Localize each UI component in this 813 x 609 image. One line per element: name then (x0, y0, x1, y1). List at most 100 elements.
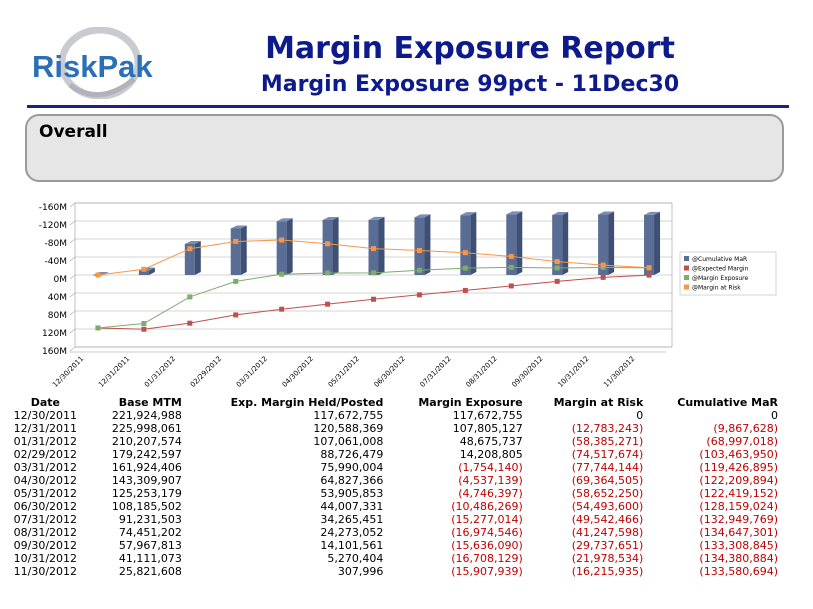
expected-margin-point (646, 272, 652, 278)
table-cell: (77,744,144) (571, 461, 644, 474)
margin-at-risk-point (95, 272, 101, 278)
margin-at-risk-point (187, 246, 193, 252)
table-cell: 120,588,369 (313, 422, 384, 435)
table-cell: 117,672,755 (313, 409, 384, 422)
margin-exposure-point (325, 270, 331, 276)
cumulative-mar-bar (368, 216, 385, 275)
x-tick-label: 10/31/2012 (556, 355, 590, 389)
table-row: 06/30/2012 108,185,502 44,007,331 (10,486,2… (2, 500, 780, 513)
x-tick-label: 01/31/2012 (143, 355, 177, 389)
x-tick-label: 09/30/2012 (510, 355, 544, 389)
table-cell: 25,821,608 (118, 565, 182, 578)
cumulative-mar-bars (92, 211, 661, 276)
table-cell: 108,185,502 (111, 500, 182, 513)
y-tick-label: 160M (42, 347, 67, 357)
bar-front (506, 214, 517, 275)
gridline-depth (69, 202, 76, 208)
table-row: 03/31/2012 161,924,406 75,990,004 (1,754,14… (2, 461, 780, 474)
column-header: Base MTM (118, 396, 182, 409)
table-cell: 307,996 (337, 565, 384, 578)
margin-exposure-point (508, 264, 514, 270)
table-cell: 0 (636, 409, 644, 422)
bar-front (598, 214, 609, 275)
table-cell: (74,517,674) (571, 448, 644, 461)
table-cell: 08/31/2012 (13, 526, 78, 539)
table-row: 09/30/2012 57,967,813 14,101,561 (15,636,09… (2, 539, 780, 552)
bar-side (286, 218, 293, 275)
expected-margin-point (462, 287, 468, 293)
bar-side (194, 240, 201, 275)
table-cell: (15,277,014) (451, 513, 523, 526)
expected-margin-point (325, 301, 331, 307)
margin-exposure-point (371, 270, 376, 276)
table-cell: 88,726,479 (320, 448, 384, 461)
table-cell: 41,111,073 (118, 552, 182, 565)
margin-exposure-point (95, 325, 101, 331)
margin-exposure-point (554, 265, 560, 271)
table-cell: 5,270,404 (327, 552, 384, 565)
margin-exposure-point (141, 321, 147, 327)
margin-exposure-point (233, 278, 239, 284)
table-cell: (21,978,534) (571, 552, 644, 565)
y-tick-label: -120M (39, 221, 67, 231)
bar-front (460, 215, 471, 275)
bar-front (230, 228, 241, 275)
column-header: Cumulative MaR (677, 396, 778, 409)
table-cell: 02/29/2012 (13, 448, 78, 461)
margin-at-risk-point (508, 253, 514, 259)
legend-box (679, 251, 777, 296)
table-row: 10/31/2012 41,111,073 5,270,404 (16,708,129… (2, 552, 780, 565)
margin-at-risk-point (233, 238, 239, 244)
table-row: 02/29/2012 179,242,597 88,726,479 14,208,80… (2, 448, 780, 461)
bar-top (506, 211, 523, 215)
bar-side (148, 267, 155, 275)
table-cell: 143,309,907 (111, 474, 182, 487)
table-cell: 06/30/2012 (13, 500, 78, 513)
legend-label: @Margin Exposure (692, 275, 748, 282)
table-cell: (16,974,546) (451, 526, 523, 539)
table-cell: (41,247,598) (571, 526, 644, 539)
gridline-depth (69, 328, 76, 334)
gridline-depth (69, 256, 76, 262)
bar-side (654, 211, 661, 275)
margin-at-risk-point (371, 246, 376, 252)
column-header: Margin at Risk (553, 396, 644, 409)
margin-at-risk-point (279, 237, 285, 243)
table-cell: 125,253,179 (111, 487, 182, 500)
margin-at-risk-point (141, 266, 147, 272)
bar-top (368, 216, 385, 220)
y-tick-label: 40M (48, 293, 67, 303)
table-cell: 0 (771, 409, 778, 422)
table-cell: 225,998,061 (111, 422, 182, 435)
table-cell: 179,242,597 (111, 448, 182, 461)
expected-margin-point (187, 320, 193, 326)
table-header-row: Date Base MTM Exp. Margin Held/Posted Margi… (2, 396, 780, 409)
table-cell: (49,542,466) (571, 513, 644, 526)
table-cell: (103,463,950) (699, 448, 778, 461)
table-cell: 210,207,574 (111, 435, 182, 448)
expected-margin-point (508, 283, 514, 289)
y-axis-ticks: -160M -120M -80M -40M 0M 40M 80M 120M 160M (39, 203, 67, 357)
cumulative-mar-bar (598, 211, 615, 275)
table-cell: 01/31/2012 (13, 435, 78, 448)
bar-front (184, 243, 195, 275)
bar-top (644, 211, 661, 215)
table-cell: (134,380,884) (699, 552, 778, 565)
table-cell: (119,426,895) (699, 461, 778, 474)
legend-label: @Margin at Risk (692, 285, 741, 292)
table-cell: (10,486,269) (451, 500, 523, 513)
column-header: Exp. Margin Held/Posted (230, 396, 384, 409)
table-cell: 12/31/2011 (13, 422, 78, 435)
x-tick-label: 12/30/2011 (51, 355, 85, 389)
chart-lines (95, 237, 652, 332)
table-cell: 221,924,988 (111, 409, 182, 422)
table-cell: 74,451,202 (118, 526, 182, 539)
bar-top (230, 225, 247, 229)
table-row: 11/30/2012 25,821,608 307,996 (15,907,939) (… (2, 565, 780, 578)
bar-top (460, 212, 477, 216)
table-cell: (16,708,129) (451, 552, 523, 565)
cumulative-mar-bar (552, 212, 569, 275)
expected-margin-point (141, 326, 147, 332)
gridline-depth (69, 292, 76, 298)
table-cell: (15,907,939) (451, 565, 523, 578)
